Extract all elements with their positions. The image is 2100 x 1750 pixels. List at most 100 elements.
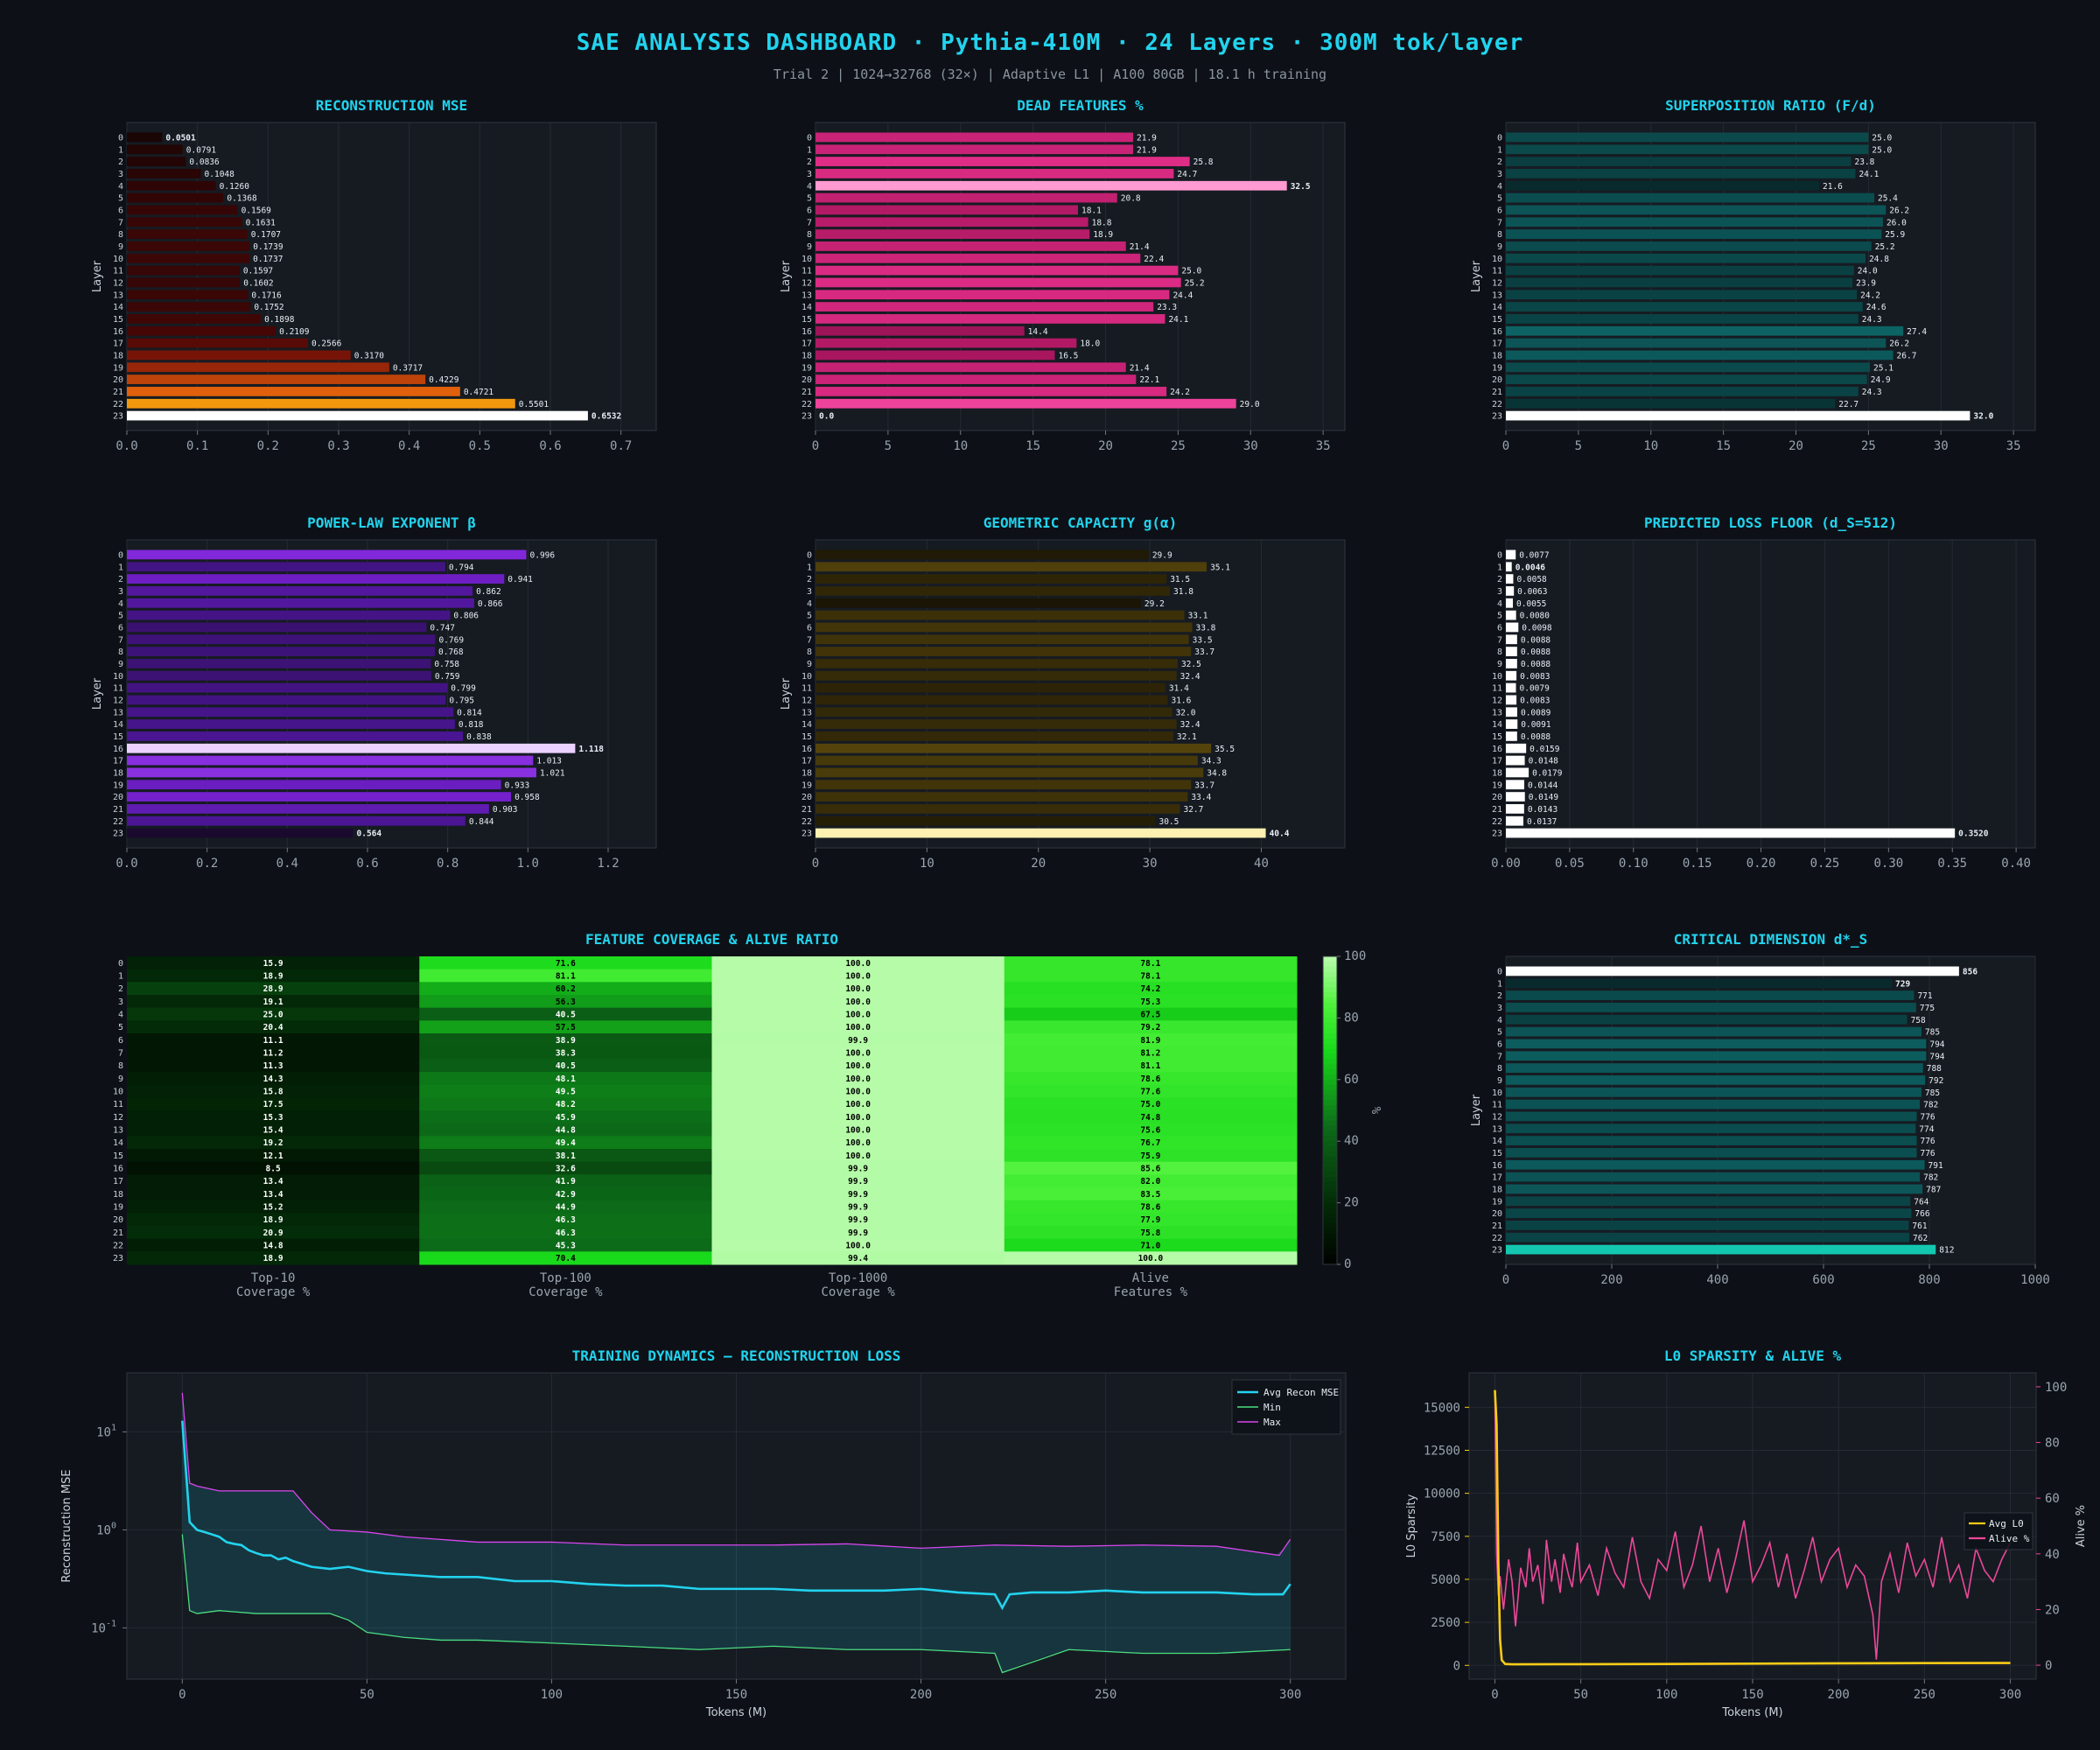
lossfloor-ytick-label: 11 — [1492, 684, 1502, 694]
coverage-cell-label: 78.6 — [1140, 1203, 1160, 1213]
critdim-plot-area — [1505, 956, 2036, 1265]
coverage-cell-label: 45.9 — [556, 1113, 576, 1123]
coverage-cell-label: 75.6 — [1140, 1126, 1160, 1136]
capacity-plot-area — [815, 539, 1346, 849]
recon-value-label: 0.6532 — [592, 412, 621, 422]
critdim-xtick-label: 600 — [1812, 1273, 1834, 1287]
superpos-ytick-label: 13 — [1492, 290, 1502, 300]
coverage-colorbar-segment — [1323, 1125, 1337, 1132]
recon-ytick-label: 17 — [113, 340, 123, 349]
coverage-cell — [1004, 982, 1298, 996]
superpos-value-label: 25.0 — [1872, 145, 1892, 155]
coverage-colorbar-segment — [1323, 1074, 1337, 1081]
coverage-cell-label: 71.6 — [556, 959, 576, 969]
superpos-value-label: 26.2 — [1889, 206, 1909, 215]
lossfloor-ytick-label: 7 — [1497, 635, 1502, 645]
lossfloor-ytick-label: 16 — [1492, 745, 1502, 754]
lossfloor-bar — [1506, 767, 1530, 778]
superpos-value-label: 25.1 — [1873, 363, 1894, 373]
coverage-cell-label: 100.0 — [845, 959, 871, 969]
coverage-colorbar-segment — [1323, 1249, 1337, 1255]
coverage-cell-label: 38.1 — [556, 1152, 576, 1161]
beta-bar — [127, 707, 454, 718]
superpos-bar — [1506, 132, 1869, 143]
lossfloor-value-label: 0.0088 — [1521, 660, 1551, 669]
coverage-colorbar-segment — [1323, 1018, 1337, 1024]
l0-y2tick-label: 80 — [2045, 1437, 2060, 1451]
coverage-cell — [127, 1238, 420, 1252]
l0-xtick-label: 300 — [1999, 1688, 2021, 1702]
beta-ytick-label: 2 — [118, 575, 123, 584]
dead-bar — [816, 326, 1025, 336]
capacity-ytick-label: 10 — [802, 672, 812, 682]
capacity-ytick-label: 11 — [802, 684, 812, 694]
capacity-value-label: 33.4 — [1191, 793, 1211, 802]
lossfloor-ytick-label: 0 — [1497, 550, 1502, 560]
coverage-cell — [711, 1033, 1005, 1047]
lossfloor-bar — [1506, 682, 1516, 693]
capacity-bar — [816, 828, 1266, 838]
lossfloor-ytick-label: 14 — [1492, 720, 1502, 730]
coverage-cell-label: 25.0 — [263, 1011, 284, 1020]
recon-bar — [127, 314, 262, 324]
critdim-title: CRITICAL DIMENSION d*_S — [1674, 931, 1868, 948]
beta-bar — [127, 647, 435, 656]
dead-bar — [816, 302, 1154, 312]
lossfloor-ytick-label: 3 — [1497, 587, 1502, 597]
coverage-cell — [711, 1174, 1005, 1188]
capacity-bar — [816, 695, 1168, 705]
capacity-value-label: 33.7 — [1194, 648, 1214, 657]
recon-ytick-label: 9 — [118, 242, 123, 252]
coverage-colorbar-tick-label: 0 — [1344, 1257, 1351, 1271]
beta-ytick-label: 15 — [113, 732, 123, 742]
coverage-colorbar-segment — [1323, 1243, 1337, 1250]
training-xtick-label: 150 — [725, 1688, 747, 1702]
dead-value-label: 23.3 — [1157, 303, 1177, 312]
coverage-cell-label: 100.0 — [845, 984, 871, 994]
superpos-title: SUPERPOSITION RATIO (F/d) — [1665, 97, 1876, 114]
lossfloor-bar — [1506, 780, 1524, 790]
coverage-colorbar-segment — [1323, 1172, 1337, 1178]
critdim-ytick-label: 18 — [1492, 1185, 1502, 1194]
capacity-value-label: 30.5 — [1158, 817, 1179, 827]
recon-value-label: 0.1898 — [264, 315, 295, 325]
recon-ytick-label: 22 — [113, 400, 123, 410]
capacity-bar — [816, 804, 1180, 814]
lossfloor-ytick-label: 9 — [1497, 660, 1502, 669]
coverage-colorbar-segment — [1323, 1233, 1337, 1240]
dead-bar — [816, 314, 1166, 324]
lossfloor-xtick-label: 0.15 — [1683, 857, 1712, 871]
l0-y2label: Alive % — [2075, 1505, 2088, 1547]
superpos-bar — [1506, 217, 1883, 228]
coverage-cell — [711, 1238, 1005, 1252]
dead-value-label: 24.1 — [1168, 315, 1188, 325]
critdim-ytick-label: 15 — [1492, 1149, 1502, 1158]
capacity-value-label: 32.7 — [1183, 805, 1203, 815]
lossfloor-ytick-label: 8 — [1497, 648, 1502, 657]
coverage-cell — [419, 1110, 712, 1124]
coverage-colorbar-segment — [1323, 1059, 1337, 1065]
critdim-value-label: 776 — [1920, 1149, 1935, 1158]
lossfloor-title: PREDICTED LOSS FLOOR (d_S=512) — [1644, 514, 1897, 531]
l0-xtick-label: 0 — [1491, 1688, 1498, 1702]
coverage-colorbar-segment — [1323, 1192, 1337, 1199]
capacity-xtick-label: 30 — [1143, 857, 1158, 871]
critdim-bar — [1506, 1172, 1921, 1182]
lossfloor-ytick-label: 12 — [1492, 696, 1502, 705]
lossfloor-value-label: 0.0148 — [1529, 757, 1559, 766]
coverage-cell — [1004, 1187, 1298, 1201]
coverage-cell — [711, 1187, 1005, 1201]
capacity-ytick-label: 7 — [807, 635, 812, 645]
recon-value-label: 0.1569 — [242, 206, 272, 215]
coverage-cell — [1004, 956, 1298, 970]
capacity-bar — [816, 622, 1193, 633]
coverage-colorbar-segment — [1323, 1095, 1337, 1101]
beta-bar — [127, 792, 512, 802]
lossfloor-bar — [1506, 743, 1527, 753]
lossfloor-xtick-label: 0.20 — [1746, 857, 1776, 871]
training-title: TRAINING DYNAMICS — RECONSTRUCTION LOSS — [572, 1348, 901, 1364]
beta-ylabel: Layer — [91, 677, 104, 710]
capacity-ytick-label: 9 — [807, 660, 812, 669]
lossfloor-bar — [1506, 707, 1517, 718]
coverage-column-label: Features % — [1114, 1285, 1188, 1299]
